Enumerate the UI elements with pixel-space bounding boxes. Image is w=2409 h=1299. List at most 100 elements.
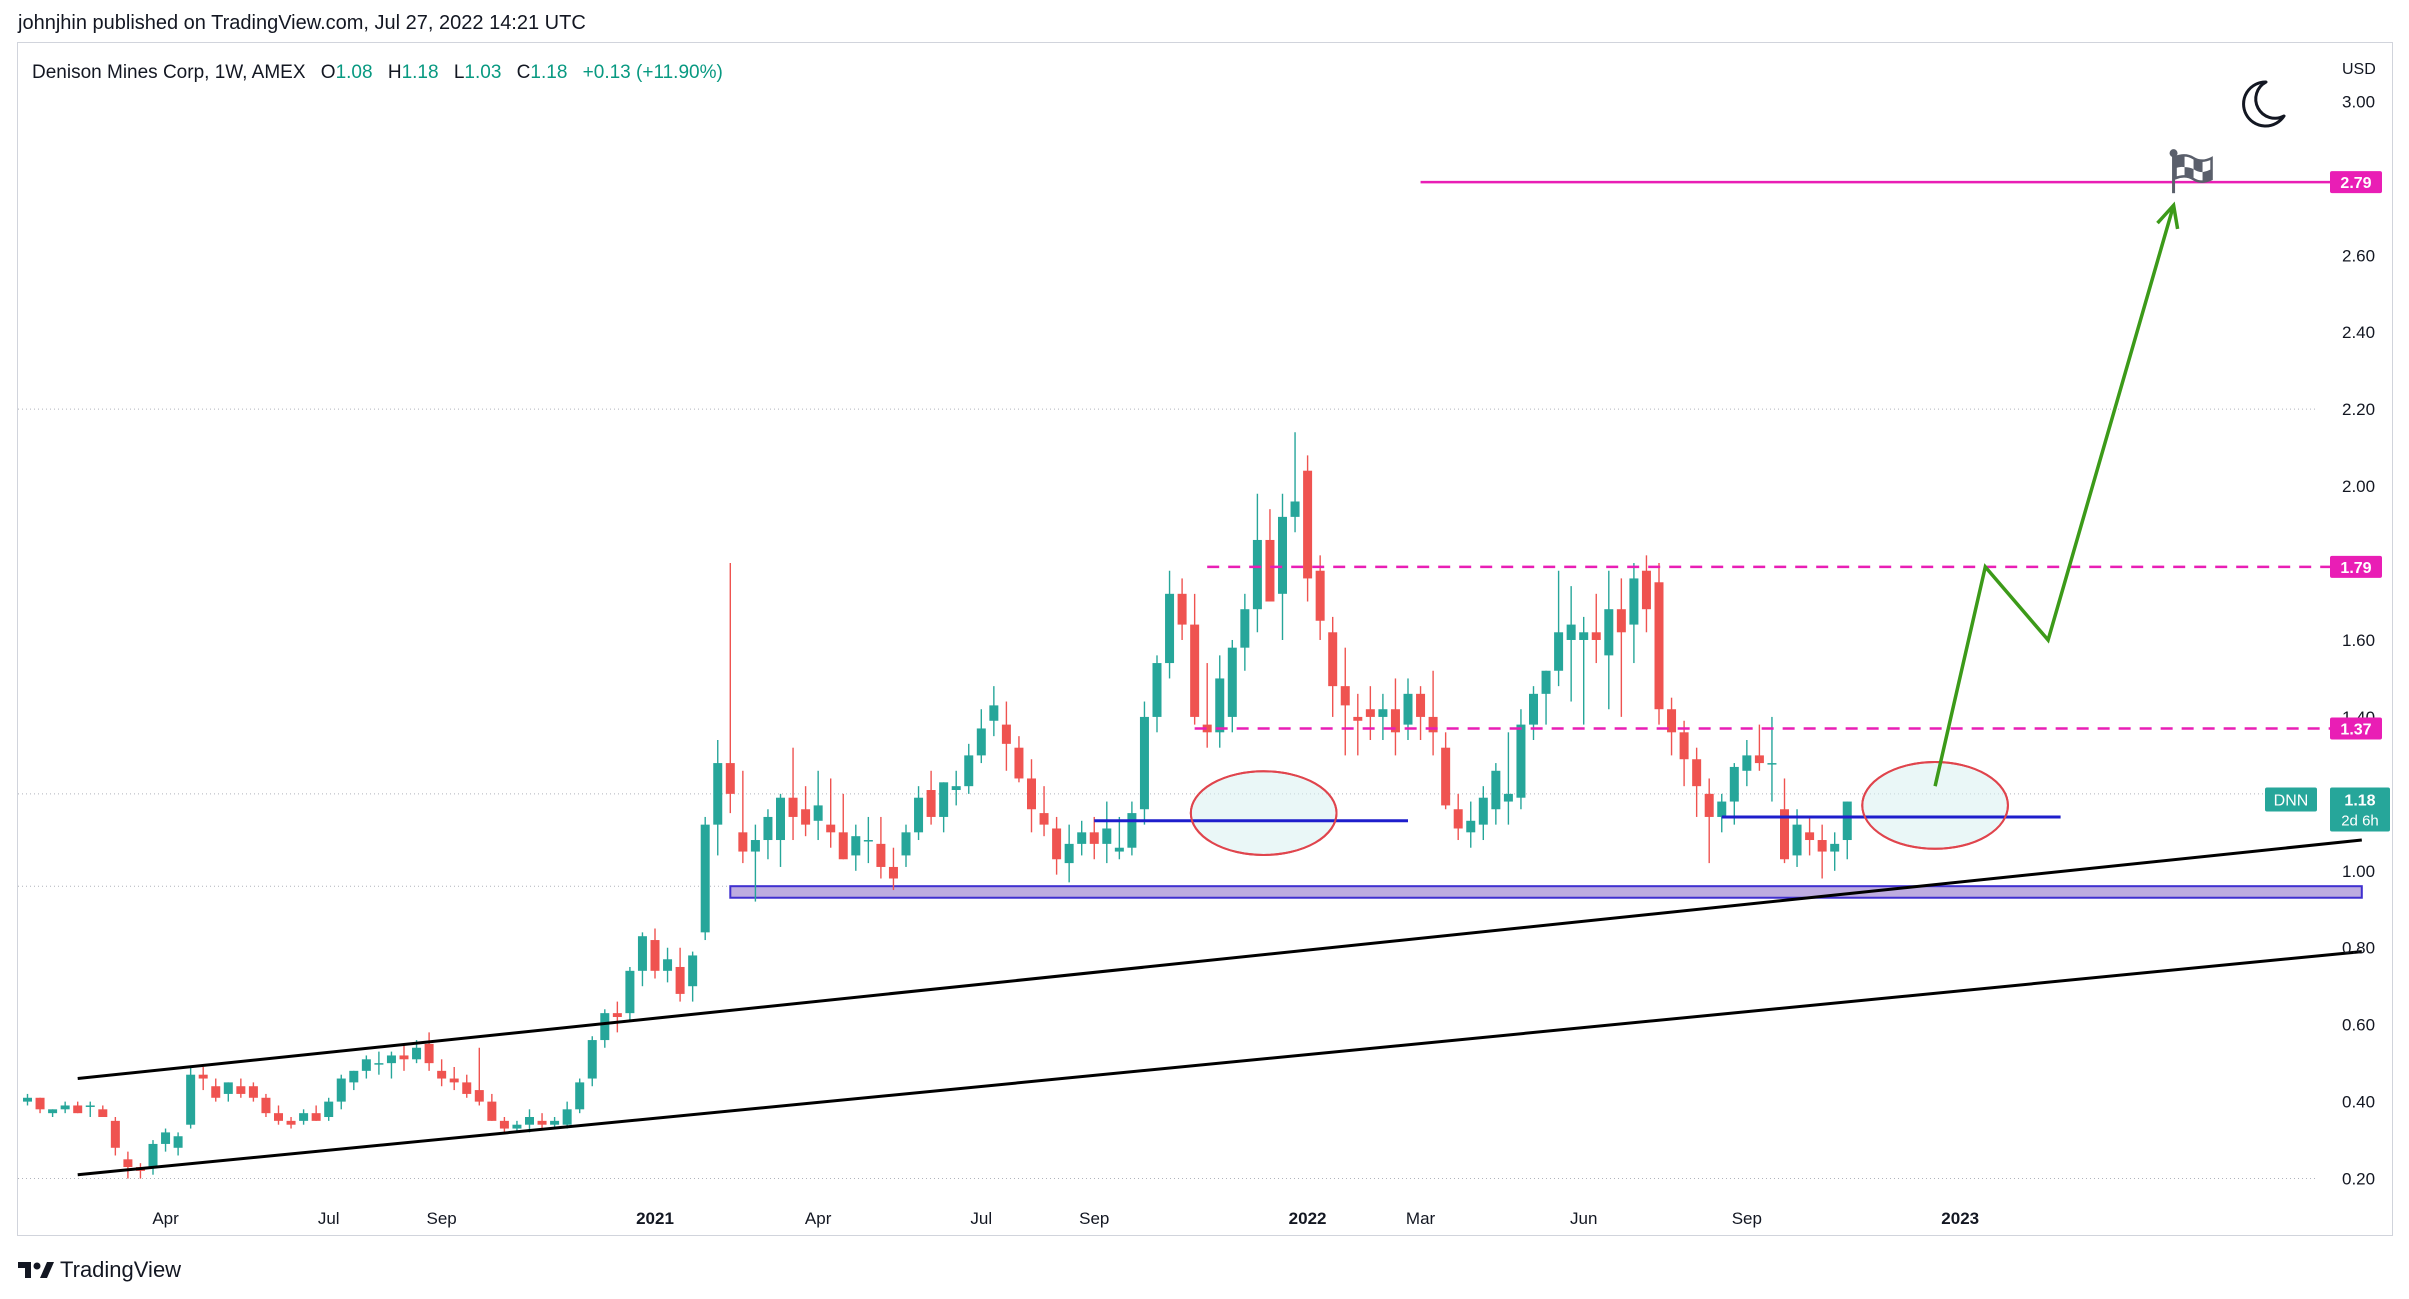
candle-body — [612, 1013, 622, 1017]
candle — [437, 1059, 447, 1087]
candle — [424, 1032, 434, 1071]
tradingview-logo[interactable]: TradingView — [18, 1257, 181, 1283]
candle-body — [1641, 570, 1651, 610]
projection-arrowhead — [2156, 201, 2180, 230]
candle — [85, 1101, 95, 1118]
candle — [713, 740, 723, 856]
candle-body — [274, 1113, 283, 1121]
candle-body — [537, 1120, 547, 1125]
channel-upper-line — [77, 838, 2362, 1081]
candle — [1227, 639, 1237, 733]
legend-change: +0.13 (+11.90%) — [582, 62, 723, 83]
legend-high-label: H — [387, 62, 402, 83]
candle-body — [1303, 470, 1313, 579]
candle-body — [1240, 609, 1250, 648]
candle-body — [851, 836, 861, 856]
candle-body — [462, 1082, 472, 1094]
candle-body — [1503, 793, 1513, 802]
candle — [851, 824, 861, 871]
flag-pole-top — [2169, 149, 2178, 158]
candle — [813, 770, 823, 841]
candle-body — [449, 1078, 459, 1083]
candle-body — [725, 763, 735, 794]
candle-body — [198, 1074, 208, 1079]
candle — [1077, 820, 1087, 856]
candle — [1278, 493, 1287, 640]
candle-body — [85, 1105, 95, 1107]
candle-body — [1441, 747, 1451, 806]
candle-body — [186, 1074, 196, 1125]
footer-brand: TradingView — [60, 1257, 182, 1282]
candle — [386, 1051, 396, 1079]
candle — [1679, 720, 1689, 787]
candle-body — [1717, 801, 1727, 817]
price-tick-label: 2.00 — [2342, 477, 2375, 496]
candle — [675, 947, 685, 1002]
candle-body — [1089, 832, 1099, 844]
time-tick-label: Jun — [1570, 1209, 1597, 1228]
candle-body — [776, 797, 785, 841]
candle-body — [1529, 693, 1538, 725]
candle-body — [1077, 832, 1087, 844]
candle — [23, 1093, 32, 1106]
candle — [35, 1097, 45, 1114]
candle-body — [1792, 824, 1802, 856]
candle-body — [1039, 813, 1049, 825]
candle-body — [525, 1117, 534, 1125]
legend-close-value: 1.18 — [530, 62, 568, 83]
candle-body — [1340, 686, 1350, 706]
candle — [1328, 616, 1338, 717]
candle-body — [1754, 755, 1764, 764]
candle — [1039, 786, 1049, 837]
candle-body — [637, 936, 647, 971]
candle — [888, 847, 898, 891]
moon-icon[interactable] — [2232, 76, 2288, 132]
candle-body — [1704, 793, 1714, 817]
price-label-badge: 2.79 — [2330, 171, 2382, 194]
candle — [1441, 732, 1451, 810]
candle-body — [386, 1055, 396, 1064]
candle-body — [1729, 766, 1739, 802]
candle-body — [1767, 763, 1777, 765]
symbol-legend[interactable]: Denison Mines Corp, 1W, AMEX O1.08 H1.18… — [32, 62, 723, 84]
candle-body — [675, 966, 685, 994]
candle — [1704, 778, 1714, 864]
candle-body — [1478, 797, 1488, 825]
candle-body — [261, 1097, 271, 1114]
candle — [1290, 432, 1300, 533]
chart-frame — [17, 42, 2393, 1236]
flag-pattern — [2175, 155, 2212, 183]
price-tick-label: 2.20 — [2342, 400, 2375, 419]
price-label-badge: 1.79 — [2330, 555, 2382, 578]
candle — [763, 809, 773, 860]
candle — [135, 1163, 145, 1179]
candle-body — [1579, 632, 1589, 640]
candle — [1252, 493, 1262, 633]
candle-body — [173, 1136, 183, 1148]
candle-body — [1554, 632, 1564, 671]
candle — [1541, 670, 1551, 725]
time-tick-label: Sep — [1732, 1209, 1762, 1228]
candle — [1554, 570, 1564, 687]
candle — [1265, 509, 1275, 602]
current-price-bg — [2330, 787, 2390, 832]
candle — [1529, 686, 1538, 741]
candle-body — [98, 1109, 108, 1118]
price-tick-label: 0.20 — [2342, 1170, 2375, 1189]
candle — [951, 770, 961, 806]
candle-body — [1491, 770, 1501, 810]
candle — [449, 1066, 459, 1091]
candle-body — [1591, 632, 1601, 640]
candle-body — [211, 1086, 221, 1098]
candle-body — [437, 1070, 447, 1079]
candle-body — [1127, 813, 1137, 848]
candle — [1830, 832, 1840, 871]
legend-low-label: L — [453, 62, 465, 83]
candle-body — [838, 832, 848, 860]
candle — [838, 793, 848, 860]
candle — [1240, 593, 1250, 671]
candle-body — [750, 840, 760, 852]
price-tick-label: 0.80 — [2342, 939, 2375, 958]
time-tick-label: Sep — [427, 1209, 457, 1228]
